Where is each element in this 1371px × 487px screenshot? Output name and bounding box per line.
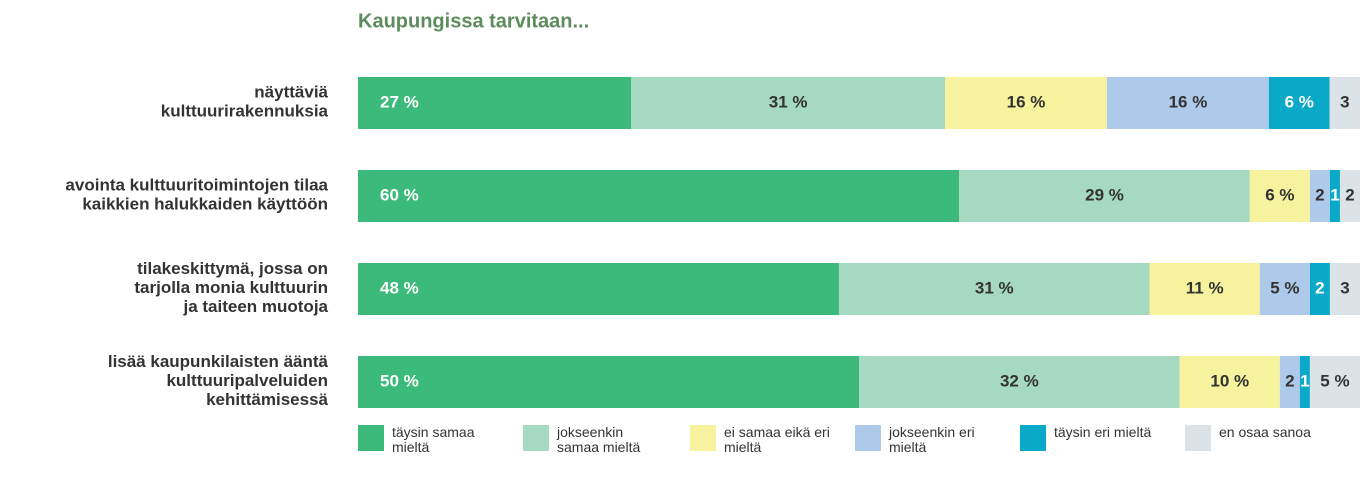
legend-item: jokseenkin samaa mieltä [523,425,667,455]
value-label: 6 % [1285,92,1314,111]
value-label: 48 % [380,278,419,297]
bar-segment [1329,263,1360,315]
value-label: 32 % [1000,371,1039,390]
category-label: lisää kaupunkilaisten ääntä kulttuuripalv… [108,352,329,409]
category-label: näyttäviä kulttuurirakennuksia [161,83,329,121]
value-label: 3 [1340,278,1349,297]
value-label: 29 % [1085,185,1124,204]
legend-label: ei samaa eikä eri mieltä [724,424,830,455]
bar-segment [358,356,859,408]
bar-segment [1179,356,1280,408]
value-label: 31 % [769,92,808,111]
category-label: tilakeskittymä, jossa on tarjolla monia k… [134,259,328,316]
legend-item: ei samaa eikä eri mieltä [690,425,834,455]
legend-swatch [855,425,881,451]
bar-segment [1279,356,1300,408]
value-label: 2 [1315,185,1324,204]
bar-segment [1329,170,1340,222]
category-line: kaikkien halukkaiden käyttöön [82,195,328,214]
bar-segment [959,170,1250,222]
legend-item: täysin samaa mieltä [358,425,502,455]
bar-segment [631,77,946,129]
category-label: avointa kulttuuritoimintojen tilaa kaikki… [65,176,328,214]
bar-segment [358,263,839,315]
bar-segment [945,77,1107,129]
bar-segment [1106,77,1269,129]
category-line: näyttäviä [254,83,328,102]
bar-segment [1309,356,1360,408]
legend-swatch [1020,425,1046,451]
bar-segment [358,77,632,129]
value-label: 16 % [1169,92,1208,111]
chart: Kaupungissa tarvitaan... näyttäviä kulttu… [65,10,1360,409]
bar-segment [1268,77,1330,129]
legend-label: en osaa sanoa [1219,424,1311,440]
category-line: kulttuurirakennuksia [161,102,329,121]
bar-segment [1249,170,1310,222]
value-label: 10 % [1210,371,1249,390]
value-label: 1 [1300,371,1309,390]
bar-segment [859,356,1180,408]
category-line: kulttuuripalveluiden [166,371,328,390]
legend-swatch [523,425,549,451]
category-line: tarjolla monia kulttuurin [134,278,328,297]
value-label: 2 [1345,185,1354,204]
legend-swatch [1185,425,1211,451]
legend-item: jokseenkin eri mieltä [855,425,999,455]
value-label: 5 % [1320,371,1349,390]
category-line: lisää kaupunkilaisten ääntä [108,352,329,371]
value-label: 16 % [1007,92,1046,111]
value-label: 5 % [1270,278,1299,297]
value-label: 6 % [1265,185,1294,204]
value-label: 3 [1340,92,1349,111]
value-label: 31 % [975,278,1014,297]
bar-segment [838,263,1150,315]
value-label: 50 % [380,371,419,390]
legend-label: jokseenkin samaa mieltä [557,424,641,455]
bar-segment [1329,77,1360,129]
value-label: 27 % [380,92,419,111]
legend-label: täysin samaa mieltä [392,424,475,455]
value-label: 2 [1315,278,1324,297]
chart-title: Kaupungissa tarvitaan... [358,10,589,32]
category-line: avointa kulttuuritoimintojen tilaa [65,176,328,195]
bar-segment [1309,263,1330,315]
bar-segment [1259,263,1310,315]
legend-label: jokseenkin eri mieltä [889,424,975,455]
legend-item: täysin eri mieltä [1020,425,1164,451]
legend-label: täysin eri mieltä [1054,424,1152,440]
category-line: kehittämisessä [206,390,328,409]
legend-item: en osaa sanoa [1185,425,1329,451]
value-label: 60 % [380,185,419,204]
bar-segment [1149,263,1260,315]
legend-swatch [358,425,384,451]
category-line: ja taiteen muotoja [182,297,328,316]
value-label: 2 [1285,371,1294,390]
bar-segment [1339,170,1360,222]
value-label: 1 [1330,185,1339,204]
value-label: 11 % [1186,278,1224,297]
bar-segment [1299,356,1310,408]
legend-swatch [690,425,716,451]
bar-segment [358,170,960,222]
bar-segment [1309,170,1330,222]
category-line: tilakeskittymä, jossa on [137,259,328,278]
